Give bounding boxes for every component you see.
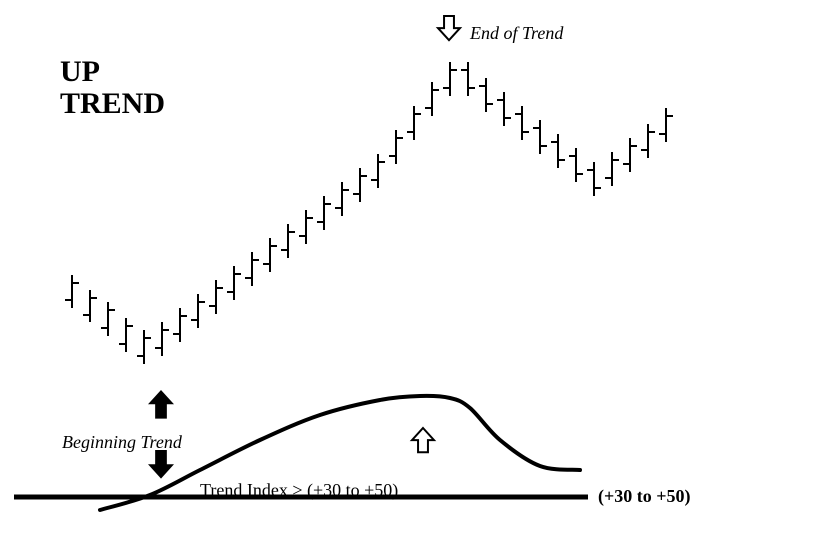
arrow-beginning-up-icon xyxy=(148,390,174,419)
trend-index-curve xyxy=(100,396,580,510)
diagram-canvas xyxy=(0,0,816,542)
arrows xyxy=(148,16,460,479)
arrow-beginning-down-icon xyxy=(148,450,174,479)
diagram-stage: UP TREND End of Trend Beginning Trend Tr… xyxy=(0,0,816,542)
arrow-end-of-trend-icon xyxy=(438,16,460,40)
price-bars xyxy=(65,62,673,364)
arrow-trend-index-icon xyxy=(412,428,434,452)
